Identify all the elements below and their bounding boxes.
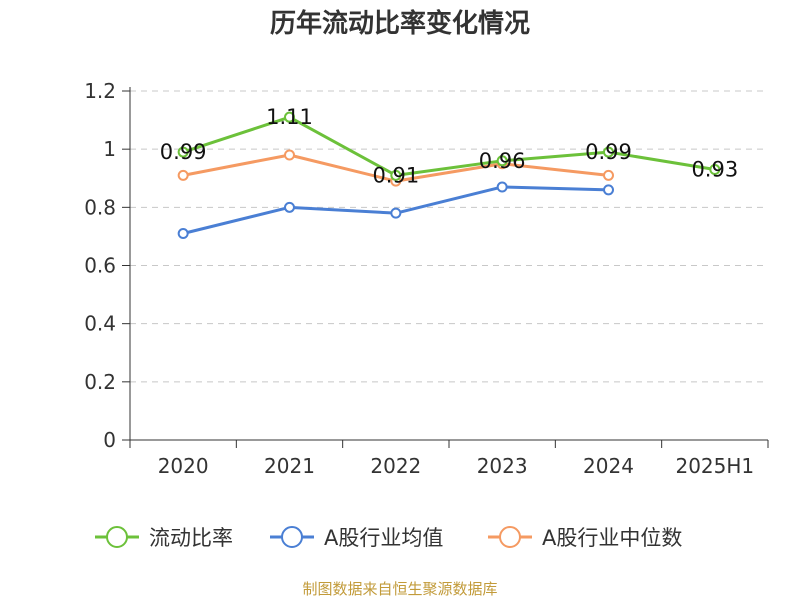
x-tick-label: 2021 <box>264 454 315 478</box>
data-labels: 0.99 1.11 0.91 0.96 0.99 0.93 <box>160 105 738 187</box>
axes: 0 0.2 0.4 0.6 0.8 1 1.2 2020 2021 2022 2023 2024 202… <box>84 79 769 478</box>
y-tick-label: 0.6 <box>84 254 116 278</box>
data-point <box>390 169 402 181</box>
data-point <box>709 164 721 176</box>
legend-marker <box>499 526 521 548</box>
data-label: 0.99 <box>160 140 207 164</box>
legend-label: A股行业均值 <box>324 526 443 550</box>
x-tick-label: 2020 <box>158 454 209 478</box>
data-point <box>496 181 508 193</box>
y-tick-label: 1 <box>103 137 116 161</box>
grid <box>130 90 768 383</box>
y-tick-label: 0 <box>103 428 116 452</box>
legend-label: 流动比率 <box>149 526 233 550</box>
legend-marker <box>106 526 128 548</box>
y-tick-label: 0.8 <box>84 195 116 219</box>
data-point <box>496 155 508 167</box>
y-tick-label: 1.2 <box>84 79 116 103</box>
chart-title: 历年流动比率变化情况 <box>270 8 530 39</box>
data-label: 0.93 <box>691 158 738 182</box>
data-point <box>390 207 402 219</box>
series-line-0 <box>182 115 716 177</box>
data-point <box>284 149 295 161</box>
source-note: 制图数据来自恒生聚源数据库 <box>302 580 497 598</box>
data-point <box>177 169 189 181</box>
data-point <box>603 169 614 181</box>
data-label: 0.91 <box>372 163 419 187</box>
x-tick-label: 2024 <box>583 454 634 478</box>
data-point <box>284 111 295 123</box>
data-label: 1.11 <box>266 105 313 129</box>
x-tick-label: 2025H1 <box>675 454 754 478</box>
data-point <box>603 146 614 158</box>
data-point <box>177 228 189 240</box>
data-point <box>284 201 295 213</box>
legend-label: A股行业中位数 <box>542 526 682 550</box>
legend: 流动比率 A股行业均值 A股行业中位数 <box>95 526 682 550</box>
x-tick-label: 2023 <box>477 454 528 478</box>
data-point <box>603 184 614 196</box>
data-label: 0.96 <box>479 149 526 173</box>
legend-marker <box>281 526 303 548</box>
data-point <box>177 146 189 158</box>
series-lines <box>177 111 721 240</box>
data-label: 0.99 <box>585 140 632 164</box>
y-tick-label: 0.4 <box>84 312 116 336</box>
x-tick-label: 2022 <box>370 454 421 478</box>
y-tick-label: 0.2 <box>84 370 116 394</box>
